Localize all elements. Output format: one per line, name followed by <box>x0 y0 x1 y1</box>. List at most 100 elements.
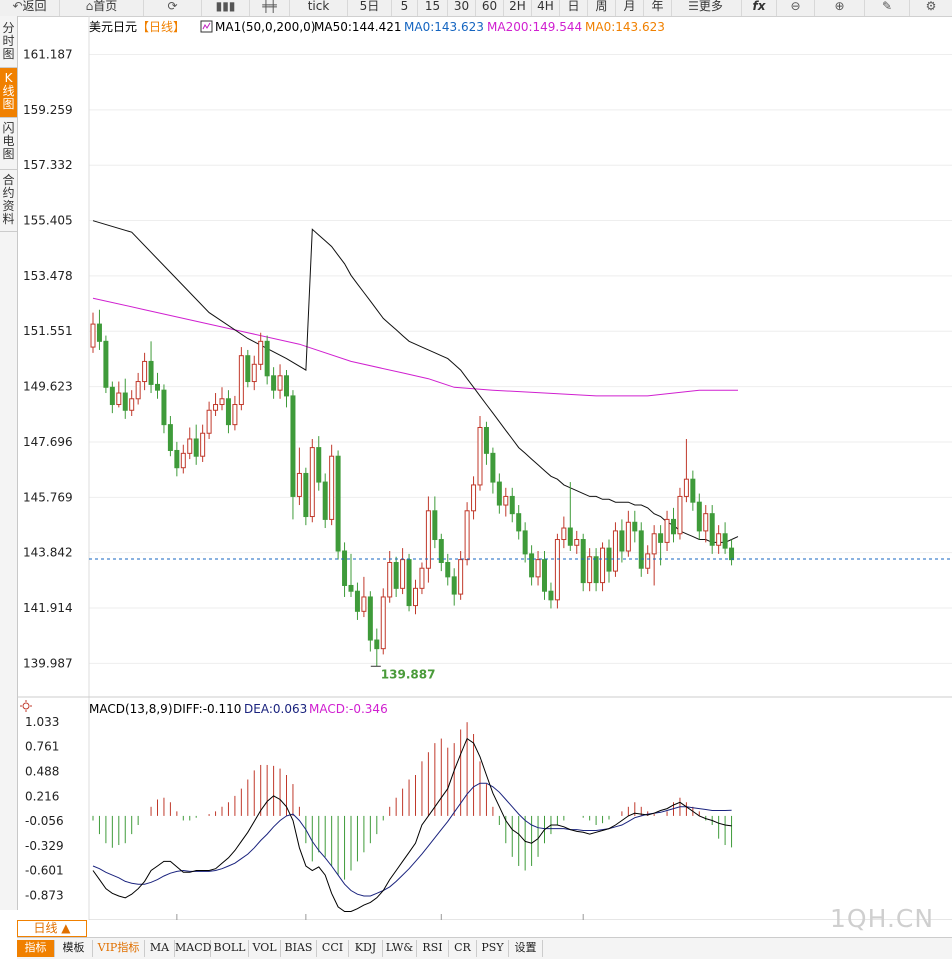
candle-body <box>232 404 238 426</box>
draw-line-button[interactable]: ✎ <box>865 0 910 16</box>
period-5[interactable]: 2H <box>504 0 532 16</box>
min-value-label: 139.887 <box>381 667 436 681</box>
indicator-tab-0[interactable]: 指标 <box>17 940 55 957</box>
zoom-out-button[interactable]: ⊖ <box>777 0 815 16</box>
candle-body <box>593 556 599 584</box>
period-6[interactable]: 4H <box>532 0 560 16</box>
indicator-tab-2[interactable]: VIP指标 <box>93 940 145 957</box>
ma0b-value: MA0:143.623 <box>585 20 665 34</box>
back-button[interactable]: ↶返回 <box>0 0 60 16</box>
instrument-name: 美元日元 <box>89 20 137 34</box>
period-7[interactable]: 日 <box>560 0 588 16</box>
candle-body <box>148 360 154 385</box>
macd-histogram <box>92 722 733 880</box>
menu-icon: ☰ <box>688 0 699 13</box>
more-button[interactable]: ☰更多 <box>670 0 742 16</box>
tab-lightning[interactable]: 闪电图 <box>0 118 17 170</box>
indicator-tab-12[interactable]: CR <box>449 940 477 957</box>
candle-body <box>277 375 283 391</box>
sun-icon <box>22 702 30 710</box>
period-2[interactable]: 15 <box>418 0 448 16</box>
formula-button[interactable]: fx <box>742 0 777 16</box>
candle-body <box>155 383 160 391</box>
candle-body <box>542 559 547 592</box>
macd-settings-icon[interactable] <box>20 700 32 712</box>
candle-body <box>322 481 328 520</box>
min-price-label: 139.887 <box>370 665 436 681</box>
period-tag: 【日线】 <box>137 20 185 34</box>
candle-body <box>309 447 315 518</box>
indicator-tab-3[interactable]: MA <box>145 940 175 957</box>
indicator-tab-7[interactable]: BIAS <box>281 940 317 957</box>
indicator-tab-5[interactable]: BOLL <box>211 940 249 957</box>
candle-body <box>180 452 186 469</box>
candle-body <box>580 539 586 584</box>
candle-body <box>174 449 180 469</box>
indicator-tab-4[interactable]: MACD <box>175 940 211 957</box>
period-1[interactable]: 5 <box>392 0 418 16</box>
candle-body <box>264 340 270 377</box>
indicator-tab-6[interactable]: VOL <box>249 940 281 957</box>
candle-body <box>703 513 709 532</box>
candle-body <box>90 323 96 348</box>
refresh-button[interactable]: ⟳ <box>144 0 202 16</box>
candle-body <box>671 518 676 535</box>
indicator-tab-10[interactable]: LW& <box>383 940 417 957</box>
candle-body <box>709 513 715 546</box>
candle-body <box>167 424 173 451</box>
indicator-tab-13[interactable]: PSY <box>477 940 509 957</box>
candle-body <box>683 478 689 497</box>
indicator-tab-9[interactable]: KDJ <box>349 940 383 957</box>
macd-dea: DEA:0.063 <box>244 702 307 716</box>
macd-tick-label: 1.033 <box>25 715 59 729</box>
candle-body <box>335 455 341 552</box>
candle-body <box>606 547 612 572</box>
candle-body <box>716 533 722 546</box>
period-selector[interactable]: 日线 ▲ <box>17 920 87 937</box>
candle-body <box>483 426 489 454</box>
candle-body <box>496 481 502 506</box>
price-tick-label: 141.914 <box>23 601 73 615</box>
candle-body <box>619 530 625 552</box>
indicator-tab-11[interactable]: RSI <box>417 940 449 957</box>
settings-button[interactable]: ⚙ <box>910 0 952 16</box>
tick-button[interactable]: tick <box>290 0 348 16</box>
candle-body <box>587 556 593 584</box>
tab-time-sharing[interactable]: 分时图 <box>0 16 17 68</box>
candle-body <box>535 559 541 578</box>
chart-area[interactable]: 美元日元 【日线】 MA1(50,0,200,0) MA50:144.421 M… <box>17 16 952 920</box>
indicator-tab-1[interactable]: 模板 <box>55 940 93 957</box>
diff-series <box>92 737 732 912</box>
indicator-tab-14[interactable]: 设置 <box>509 940 543 957</box>
candle-body <box>374 639 380 650</box>
period-4[interactable]: 60 <box>476 0 504 16</box>
diff-line <box>92 737 732 912</box>
price-tick-label: 151.551 <box>23 324 73 338</box>
candle-chart-button[interactable]: ╪╪ <box>250 0 290 16</box>
period-0[interactable]: 5日 <box>348 0 392 16</box>
candle-body <box>329 455 335 520</box>
candle-body <box>651 533 657 555</box>
candle-body <box>142 360 148 383</box>
bar-chart-button[interactable]: ▮▮▮ <box>202 0 250 16</box>
zoom-in-button[interactable]: ⊕ <box>815 0 865 16</box>
candle-body <box>161 389 167 426</box>
candle-body <box>522 530 528 555</box>
period-8[interactable]: 周 <box>588 0 616 16</box>
candle-body <box>632 521 638 532</box>
period-3[interactable]: 30 <box>448 0 476 16</box>
date-axis-labels: 2025/032025/042025/052025/06 <box>176 914 584 920</box>
candle-body <box>451 576 457 595</box>
home-button[interactable]: ⌂首页 <box>60 0 144 16</box>
indicator-tab-8[interactable]: CCI <box>317 940 349 957</box>
candle-body <box>387 561 393 598</box>
period-9[interactable]: 月 <box>616 0 644 16</box>
candle-body <box>296 472 302 497</box>
tab-contract-info[interactable]: 合约资料 <box>0 170 17 232</box>
candle-body <box>548 590 554 601</box>
candlestick-icon: ╪╪ <box>262 0 277 13</box>
macd-tick-label: 0.488 <box>25 765 59 779</box>
period-10[interactable]: 年 <box>644 0 672 16</box>
candle-body <box>342 550 348 586</box>
